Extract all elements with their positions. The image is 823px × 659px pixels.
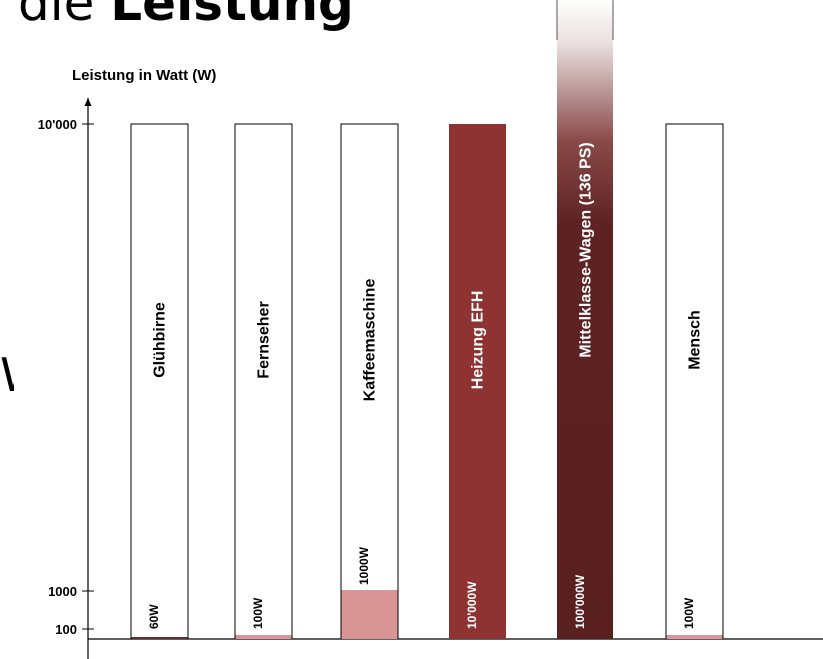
bar-group: Fernseher 100W [234, 123, 293, 640]
category-label: Mittelklasse-Wagen (136 PS) [578, 142, 595, 357]
category-label: Glühbirne [152, 302, 169, 378]
title-fragment: die Leistung [18, 0, 354, 28]
bar [557, 0, 613, 639]
title-prefix: die [18, 0, 111, 32]
bar [235, 635, 292, 639]
bar-group: Heizung EFH 10'000W [449, 124, 506, 639]
category-label: Fernseher [256, 301, 273, 378]
category-label: Mensch [687, 310, 704, 370]
bar-group: Mensch 100W [665, 123, 724, 640]
y-tick-label: 10'000 [38, 117, 77, 132]
value-label: 100W [682, 597, 696, 629]
value-label: 100'000W [573, 574, 587, 629]
bar [341, 590, 398, 639]
y-tick-label: 100 [55, 622, 77, 637]
title-bold: Leistung [110, 0, 354, 32]
bar-group: Mittelklasse-Wagen (136 PS) 100'000W [556, 0, 614, 639]
bar-outline [130, 123, 189, 640]
bar [131, 637, 188, 639]
bar-group: Kaffeemaschine 1000W [340, 123, 399, 640]
bar-outline [665, 123, 724, 640]
bar [449, 124, 506, 639]
value-label: 60W [147, 604, 161, 629]
y-axis-label: Leistung in Watt (W) [72, 67, 216, 84]
y-axis-arrow [84, 98, 92, 106]
category-label: Heizung EFH [470, 291, 487, 390]
side-text-fragment: W [0, 352, 14, 398]
bar-outline [234, 123, 293, 640]
y-tick-label: 1000 [48, 584, 77, 599]
value-label: 1000W [357, 546, 371, 585]
category-label: Kaffeemaschine [362, 279, 379, 402]
bar-group: Glühbirne 60W [130, 123, 189, 640]
value-label: 100W [251, 597, 265, 629]
bar [666, 635, 723, 639]
bars: Glühbirne 60W Fernseher 100W Kaffeemaschine 1… [130, 0, 724, 640]
value-label: 10'000W [465, 581, 479, 629]
